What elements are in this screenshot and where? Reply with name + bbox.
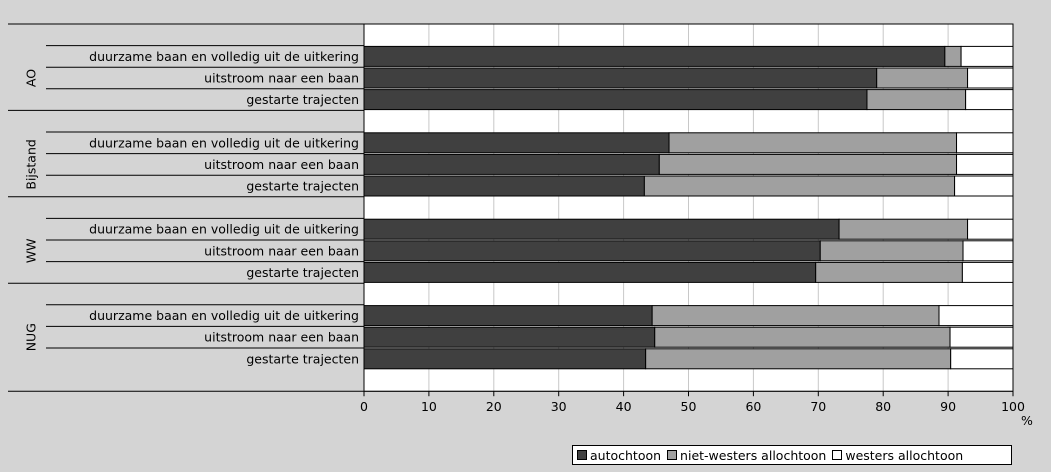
bar-segment-westers-allochtoon (962, 240, 1014, 262)
legend-label-autochtoon: autochtoon (590, 447, 662, 463)
x-tick-label: 80 (875, 399, 891, 414)
bar-segment-westers-allochtoon (956, 132, 1014, 154)
bar-segment-autochtoon (363, 67, 878, 89)
bar-segment-westers-allochtoon (961, 261, 1014, 283)
x-tick-label: 100 (1001, 399, 1025, 414)
bar-segment-niet-westers-allochtoon (658, 153, 958, 175)
bar-segment-westers-allochtoon (938, 305, 1014, 327)
stacked-bar-chart: AO duurzame baan en volledig uit de uitke… (8, 23, 1033, 428)
x-tick-label: 70 (810, 399, 826, 414)
bar-segment-niet-westers-allochtoon (944, 45, 962, 67)
category-label: gestarte trajecten (246, 265, 359, 280)
category-label: uitstroom naar een baan (204, 243, 359, 258)
category-label: gestarte trajecten (246, 92, 359, 107)
legend-item-niet-westers: niet-westers allochtoon (667, 448, 826, 463)
bar-segment-niet-westers-allochtoon (838, 218, 969, 240)
group-label: Bijstand (24, 139, 39, 189)
bar-segment-niet-westers-allochtoon (668, 132, 958, 154)
legend-item-westers: westers allochtoon (832, 448, 963, 463)
bar-segment-autochtoon (363, 326, 656, 348)
x-tick-label: 30 (551, 399, 567, 414)
bar-segment-autochtoon (363, 153, 660, 175)
bar-segment-westers-allochtoon (967, 218, 1014, 240)
bar-segment-autochtoon (363, 305, 653, 327)
bar-segment-niet-westers-allochtoon (815, 261, 963, 283)
bar-segment-niet-westers-allochtoon (645, 348, 952, 370)
x-axis: 0 10 20 30 40 50 60 70 80 90 100% (360, 23, 1033, 428)
bar-segment-autochtoon (363, 261, 817, 283)
bar-segment-niet-westers-allochtoon (819, 240, 964, 262)
bar-segment-autochtoon (363, 45, 946, 67)
bar-segment-autochtoon (363, 89, 868, 111)
bar-segment-westers-allochtoon (950, 348, 1014, 370)
bar-segment-westers-allochtoon (954, 175, 1014, 197)
x-tick-label: 40 (616, 399, 632, 414)
bar-segment-autochtoon (363, 348, 647, 370)
category-label: duurzame baan en volledig uit de uitkeri… (89, 49, 359, 64)
x-tick-label: 20 (486, 399, 502, 414)
bar-segment-westers-allochtoon (965, 89, 1014, 111)
category-label: gestarte trajecten (246, 179, 359, 194)
bar-segment-niet-westers-allochtoon (654, 326, 951, 348)
legend-swatch-niet-westers (667, 450, 678, 460)
bar-segment-westers-allochtoon (967, 67, 1014, 89)
bar-segment-niet-westers-allochtoon (643, 175, 956, 197)
x-tick-label: 90 (940, 399, 956, 414)
bar-segment-autochtoon (363, 218, 840, 240)
chart-legend: autochtoon niet-westers allochtoon weste… (572, 445, 1012, 465)
bar-segment-westers-allochtoon (956, 153, 1014, 175)
category-label: duurzame baan en volledig uit de uitkeri… (89, 222, 359, 237)
bar-segment-autochtoon (363, 175, 645, 197)
legend-swatch-westers (832, 450, 843, 460)
category-label: uitstroom naar een baan (204, 71, 359, 86)
group-label: WW (24, 238, 39, 263)
group-label: AO (24, 69, 39, 87)
legend-item-autochtoon: autochtoon (577, 448, 661, 463)
x-tick-label: 60 (745, 399, 761, 414)
x-unit-label: % (1021, 413, 1033, 428)
bar-segment-niet-westers-allochtoon (866, 89, 967, 111)
legend-swatch-autochtoon (577, 450, 587, 460)
category-label: uitstroom naar een baan (204, 157, 359, 172)
x-tick-label: 0 (360, 399, 368, 414)
category-label: duurzame baan en volledig uit de uitkeri… (89, 308, 359, 323)
bar-segment-westers-allochtoon (960, 45, 1014, 67)
bar-segment-westers-allochtoon (949, 326, 1014, 348)
bar-segment-niet-westers-allochtoon (876, 67, 969, 89)
legend-label-niet-westers: niet-westers allochtoon (680, 447, 827, 463)
category-label: duurzame baan en volledig uit de uitkeri… (89, 135, 359, 150)
group-label: NUG (24, 323, 39, 351)
legend-label-westers: westers allochtoon (845, 447, 964, 463)
category-label: uitstroom naar een baan (204, 330, 359, 345)
bar-segment-niet-westers-allochtoon (651, 305, 940, 327)
x-tick-label: 10 (421, 399, 437, 414)
x-tick-label: 50 (681, 399, 697, 414)
category-label: gestarte trajecten (246, 351, 359, 366)
bar-segment-autochtoon (363, 240, 821, 262)
bar-segment-autochtoon (363, 132, 670, 154)
